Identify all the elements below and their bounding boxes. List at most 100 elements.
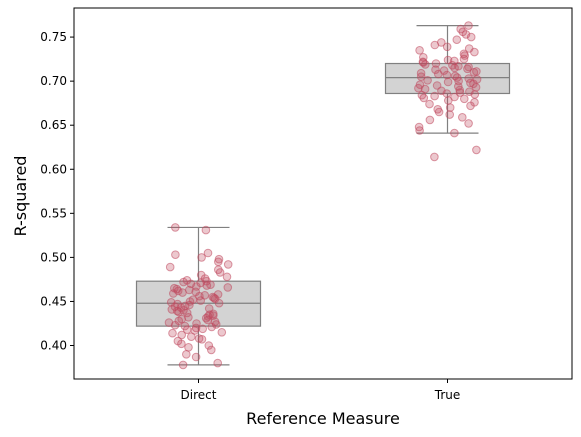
data-point (214, 265, 223, 275)
data-point (214, 254, 224, 264)
data-point (439, 66, 449, 75)
data-point (472, 75, 482, 84)
y-tick-label: 0.55 (40, 206, 67, 220)
data-point (166, 298, 176, 307)
y-tick-label: 0.60 (40, 162, 67, 176)
data-point (222, 272, 232, 282)
data-point (431, 59, 441, 68)
data-point (177, 314, 186, 324)
data-point (450, 71, 460, 81)
data-point (415, 80, 425, 89)
data-point (192, 319, 201, 328)
plot-frame (73, 7, 573, 380)
data-point (217, 328, 227, 337)
data-point (433, 105, 443, 114)
data-point (182, 350, 191, 359)
data-point (464, 62, 473, 72)
data-point (431, 65, 440, 74)
plot-marks (135, 21, 511, 370)
data-point (213, 358, 222, 368)
data-point (423, 76, 432, 85)
data-point (464, 21, 473, 30)
data-point (178, 360, 188, 370)
data-point (173, 299, 182, 309)
data-point (437, 38, 446, 47)
data-point (185, 285, 194, 295)
x-axis-title: Reference Measure (246, 409, 400, 428)
data-point (198, 324, 207, 334)
data-point (177, 330, 186, 340)
data-point (443, 55, 453, 65)
data-point (460, 94, 469, 104)
data-point (194, 334, 204, 343)
data-point (430, 152, 439, 162)
data-point (197, 253, 206, 262)
data-point (456, 24, 466, 34)
data-point (213, 290, 223, 299)
data-point (459, 49, 469, 59)
data-point (430, 91, 439, 101)
data-point (184, 343, 193, 352)
data-point (432, 81, 442, 90)
data-point (414, 122, 424, 132)
data-point (445, 103, 455, 112)
data-point (418, 57, 428, 67)
data-point (465, 87, 474, 96)
data-point (191, 323, 201, 333)
y-tick-label: 0.70 (40, 74, 67, 88)
data-point (419, 53, 428, 62)
data-point (223, 283, 233, 292)
data-point (415, 46, 424, 55)
y-tick-label: 0.65 (40, 118, 67, 132)
y-tick-label: 0.75 (40, 30, 67, 44)
data-point (464, 44, 474, 53)
data-point (204, 304, 214, 313)
data-point (223, 260, 233, 269)
data-point (171, 223, 180, 232)
axis-ticks: 0.40 0.45 0.50 0.55 0.60 0.65 0.70 0.75 Direct Tr… (40, 30, 460, 402)
data-point (173, 336, 183, 346)
data-point (443, 77, 453, 87)
data-point (472, 67, 481, 76)
data-point (464, 74, 474, 83)
data-point (168, 328, 177, 338)
data-point (201, 225, 211, 235)
y-tick-label: 0.50 (40, 250, 67, 264)
data-point (450, 128, 459, 138)
data-point (472, 145, 481, 155)
data-point (182, 276, 192, 285)
y-axis-title: R-squared (11, 156, 30, 237)
data-point (180, 321, 190, 331)
data-point (470, 98, 479, 107)
y-tick-label: 0.40 (40, 339, 67, 353)
data-point (196, 270, 206, 280)
y-tick-label: 0.45 (40, 294, 67, 308)
data-point (442, 70, 452, 80)
data-point (164, 318, 174, 327)
data-point (425, 115, 435, 125)
data-point (170, 283, 179, 293)
data-point (188, 295, 198, 305)
data-point (203, 248, 213, 258)
data-point (200, 291, 210, 300)
data-point (464, 119, 473, 128)
x-tick-label: True (434, 388, 461, 402)
data-point (425, 99, 434, 109)
data-point (416, 68, 426, 78)
data-point (442, 42, 452, 52)
data-point (204, 341, 214, 350)
data-point (450, 56, 459, 66)
data-point (445, 110, 455, 119)
data-point (458, 113, 467, 122)
data-point (191, 352, 201, 362)
x-tick-label: Direct (181, 388, 217, 402)
data-point (455, 88, 465, 97)
data-point (165, 262, 175, 272)
data-point (452, 35, 462, 45)
data-point (450, 92, 459, 102)
data-point (207, 345, 216, 355)
data-point (171, 250, 180, 259)
data-point (466, 78, 475, 88)
